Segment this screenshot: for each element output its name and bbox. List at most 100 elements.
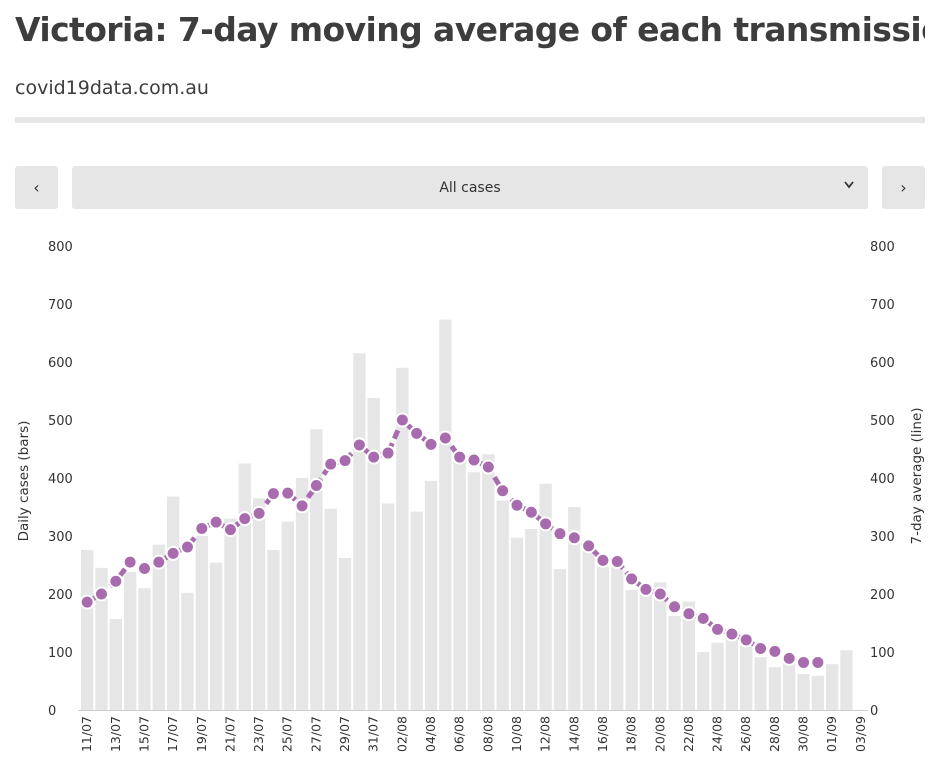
bar bbox=[553, 569, 567, 710]
y-tick-label-right: 800 bbox=[870, 240, 895, 255]
bar bbox=[840, 650, 853, 710]
line-point bbox=[237, 511, 253, 527]
x-tick-label: 28/08 bbox=[767, 716, 782, 752]
y-axis-label-right: 7-day average (line) bbox=[909, 407, 925, 544]
y-tick-label-right: 400 bbox=[870, 472, 895, 487]
x-tick-label: 14/08 bbox=[566, 716, 581, 752]
x-tick-label: 08/08 bbox=[480, 716, 495, 752]
line-point bbox=[466, 452, 482, 468]
bar bbox=[682, 601, 696, 710]
line-point bbox=[165, 545, 181, 561]
line-point bbox=[767, 643, 783, 659]
line-point bbox=[523, 504, 539, 520]
bar bbox=[654, 582, 667, 710]
line-point bbox=[151, 554, 167, 570]
bar bbox=[310, 429, 323, 710]
y-tick-label-right: 500 bbox=[870, 414, 895, 429]
line-series-path bbox=[85, 417, 818, 665]
bar bbox=[367, 397, 380, 710]
x-tick-label: 29/07 bbox=[337, 716, 352, 752]
x-tick-label: 11/07 bbox=[79, 716, 94, 752]
x-tick-label: 06/08 bbox=[452, 716, 467, 752]
bar bbox=[754, 657, 767, 710]
line-point bbox=[652, 586, 668, 602]
y-tick-label-right: 200 bbox=[870, 588, 895, 603]
bar bbox=[783, 653, 796, 710]
line-point bbox=[753, 641, 769, 657]
bar bbox=[410, 511, 423, 710]
chart-subtitle: covid19data.com.au bbox=[15, 77, 209, 99]
y-tick-label-left: 700 bbox=[48, 298, 73, 313]
bar bbox=[525, 529, 538, 710]
line-point bbox=[136, 560, 152, 576]
x-tick-label: 22/08 bbox=[681, 716, 696, 752]
x-tick-label: 18/08 bbox=[624, 716, 639, 752]
bar bbox=[396, 367, 409, 710]
bar bbox=[138, 588, 151, 710]
bar bbox=[740, 645, 753, 710]
previous-button[interactable]: ‹ bbox=[15, 166, 58, 209]
chevron-right-icon: › bbox=[900, 178, 907, 197]
line-point bbox=[409, 425, 425, 441]
y-tick-label-right: 300 bbox=[870, 530, 895, 545]
bar bbox=[381, 503, 395, 710]
line-point bbox=[280, 485, 296, 501]
line-point bbox=[695, 610, 711, 626]
line-point bbox=[624, 571, 640, 587]
line-point bbox=[437, 430, 453, 446]
line-point bbox=[638, 581, 654, 597]
bar bbox=[811, 675, 825, 710]
x-tick-label: 16/08 bbox=[595, 716, 610, 752]
y-tick-label-left: 400 bbox=[48, 472, 73, 487]
line-point bbox=[538, 516, 554, 532]
bar bbox=[252, 498, 266, 710]
line-point bbox=[724, 626, 740, 642]
x-tick-label: 02/08 bbox=[394, 716, 409, 752]
line-point bbox=[308, 478, 324, 494]
line-point bbox=[179, 539, 195, 555]
line-point bbox=[681, 606, 697, 622]
bar bbox=[482, 454, 495, 710]
line-point bbox=[337, 453, 353, 469]
y-tick-label-left: 800 bbox=[48, 240, 73, 255]
y-tick-label-left: 600 bbox=[48, 356, 73, 371]
line-point bbox=[122, 554, 138, 570]
line-point bbox=[222, 522, 238, 538]
bar bbox=[295, 478, 309, 710]
chevron-left-icon: ‹ bbox=[33, 178, 40, 197]
bar bbox=[826, 664, 839, 710]
line-point bbox=[581, 538, 597, 554]
line-point bbox=[710, 621, 726, 637]
x-tick-label: 01/09 bbox=[824, 716, 839, 752]
chart-title: Victoria: 7-day moving average of each t… bbox=[15, 10, 925, 49]
bar bbox=[510, 537, 524, 710]
line-point bbox=[251, 505, 267, 521]
bar bbox=[224, 518, 237, 710]
y-tick-label-left: 300 bbox=[48, 530, 73, 545]
line-point bbox=[366, 449, 382, 465]
line-point bbox=[566, 530, 582, 546]
x-tick-label: 26/08 bbox=[738, 716, 753, 752]
bar bbox=[467, 472, 481, 710]
line-point bbox=[480, 459, 496, 475]
bar bbox=[596, 566, 610, 710]
bar bbox=[611, 559, 624, 710]
bar bbox=[668, 616, 681, 710]
transmission-source-select[interactable]: All cases bbox=[72, 166, 868, 209]
line-point bbox=[208, 514, 224, 530]
bar bbox=[568, 507, 581, 710]
next-button[interactable]: › bbox=[882, 166, 925, 209]
y-tick-label-left: 0 bbox=[48, 704, 56, 719]
line-point bbox=[380, 445, 396, 461]
x-tick-label: 25/07 bbox=[280, 716, 295, 752]
y-tick-label-left: 100 bbox=[48, 646, 73, 661]
bar bbox=[582, 547, 595, 710]
x-tick-label: 19/07 bbox=[194, 716, 209, 752]
line-point bbox=[323, 456, 339, 472]
line-point bbox=[595, 552, 611, 568]
chart-area: 0 0 100 100 200 200 300 300 400 400 500 500 600 600 70… bbox=[16, 240, 925, 752]
bar bbox=[539, 483, 552, 710]
x-tick-label: 13/07 bbox=[108, 716, 123, 752]
select-value: All cases bbox=[439, 179, 501, 196]
chevron-down-icon bbox=[844, 181, 854, 189]
